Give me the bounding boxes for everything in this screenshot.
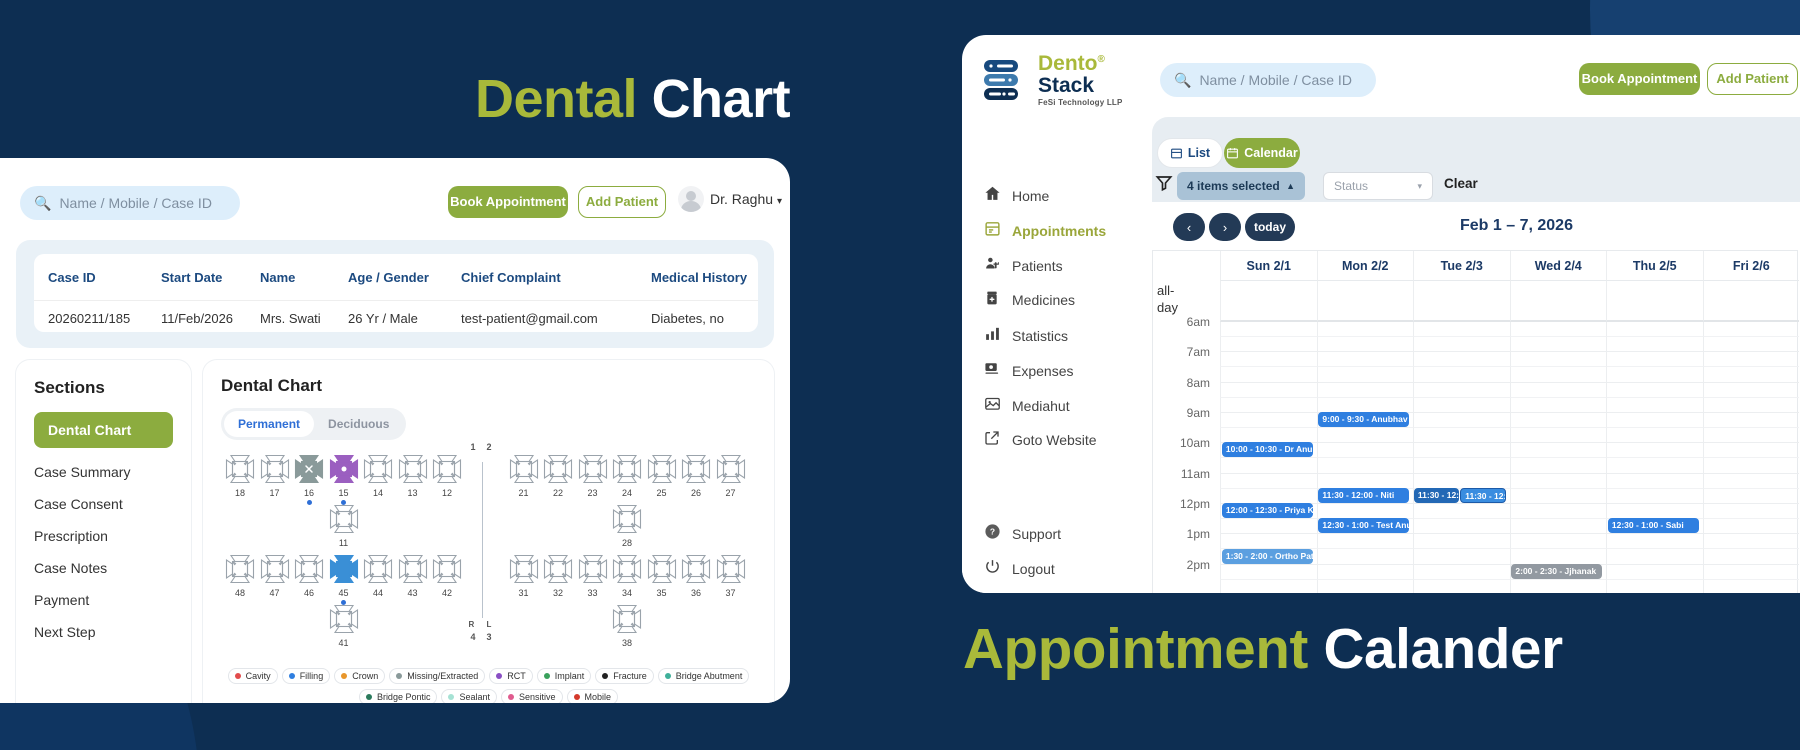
svg-text:?: ? xyxy=(989,527,994,537)
